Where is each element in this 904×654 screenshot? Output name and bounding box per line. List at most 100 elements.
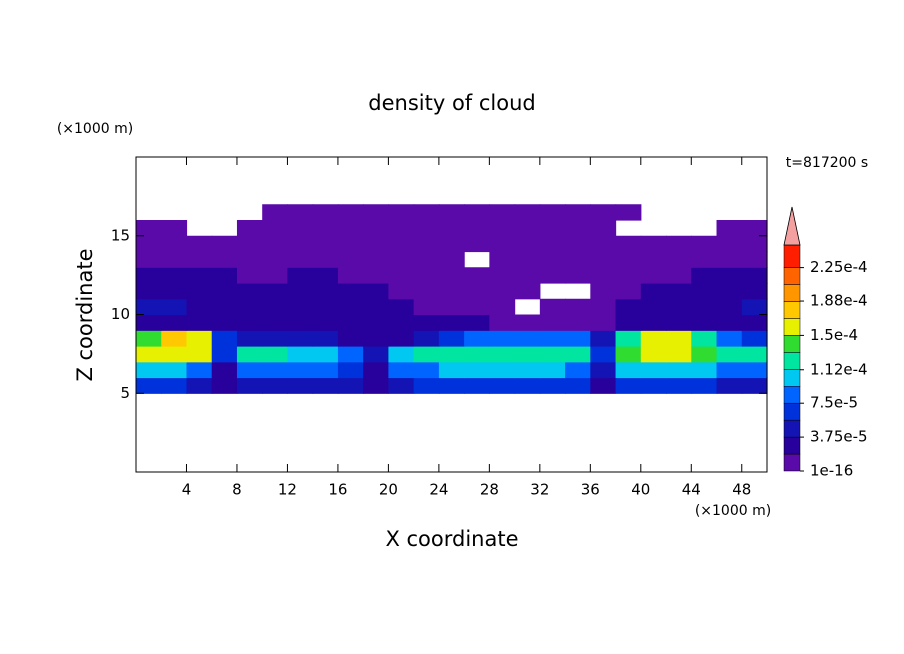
cell	[716, 235, 743, 253]
cell	[615, 204, 642, 221]
cell	[489, 283, 516, 300]
colorbar-band	[783, 284, 801, 302]
cell	[716, 220, 743, 237]
cell	[236, 298, 263, 316]
cell	[489, 330, 516, 347]
cell	[287, 235, 314, 253]
cell	[287, 361, 314, 379]
cell	[539, 235, 566, 253]
cell	[489, 377, 516, 394]
cell	[388, 314, 415, 331]
cell	[287, 346, 314, 363]
x-tick-label: 32	[530, 481, 549, 499]
cell	[615, 267, 642, 284]
cell	[186, 346, 213, 363]
cell	[136, 251, 162, 268]
cell	[388, 283, 415, 300]
cell	[691, 298, 718, 316]
cell	[438, 346, 465, 363]
cell	[337, 314, 364, 331]
cell	[640, 361, 667, 379]
cell	[186, 330, 213, 347]
cell	[590, 267, 617, 284]
cell	[640, 267, 667, 284]
cell	[514, 251, 541, 268]
cell	[716, 346, 743, 363]
cell	[438, 283, 465, 300]
cell	[186, 298, 213, 316]
cell	[590, 377, 617, 394]
cell	[691, 330, 718, 347]
cell	[691, 235, 718, 253]
cell	[489, 346, 516, 363]
cell	[590, 346, 617, 363]
x-tick-label: 28	[480, 481, 499, 499]
cell	[312, 361, 339, 379]
cell	[287, 314, 314, 331]
cell	[413, 361, 440, 379]
cell	[236, 314, 263, 331]
cell	[539, 204, 566, 221]
cell	[464, 267, 490, 284]
cell	[287, 220, 314, 237]
x-tick-label: 12	[278, 481, 297, 499]
cell	[438, 235, 465, 253]
cell	[136, 346, 162, 363]
cell	[464, 314, 490, 331]
cell	[161, 330, 188, 347]
cell	[161, 298, 188, 316]
cell	[489, 298, 516, 316]
cell	[312, 267, 339, 284]
cell	[666, 330, 692, 347]
cell	[413, 330, 440, 347]
cell	[363, 204, 389, 221]
y-tick-label: 5	[120, 384, 130, 402]
cell	[136, 361, 162, 379]
cell	[464, 346, 490, 363]
cell	[691, 283, 718, 300]
cell	[565, 267, 591, 284]
y-tick-label: 10	[111, 305, 130, 323]
cell	[691, 251, 718, 268]
cell	[438, 298, 465, 316]
cell	[211, 361, 238, 379]
cell	[312, 298, 339, 316]
cell	[489, 361, 516, 379]
x-tick-label: 40	[631, 481, 650, 499]
x-tick-label: 24	[429, 481, 448, 499]
cell	[337, 251, 364, 268]
cell	[413, 220, 440, 237]
x-unit: (×1000 m)	[695, 503, 771, 519]
cell	[363, 314, 389, 331]
cell	[186, 361, 213, 379]
cell	[716, 377, 743, 394]
cell	[186, 314, 213, 331]
cell	[741, 220, 768, 237]
cell	[262, 314, 289, 331]
cell	[741, 346, 768, 363]
cell	[716, 267, 743, 284]
cell	[438, 204, 465, 221]
cell	[716, 330, 743, 347]
cell	[716, 251, 743, 268]
cell	[262, 204, 289, 221]
cell	[615, 330, 642, 347]
cell	[211, 377, 238, 394]
cell	[716, 283, 743, 300]
cell	[464, 220, 490, 237]
cell	[590, 204, 617, 221]
cell	[640, 330, 667, 347]
colorbar-tick-label: 1.12e-4	[810, 360, 868, 378]
colorbar-band	[783, 369, 801, 387]
cell	[716, 361, 743, 379]
cell	[514, 283, 541, 300]
cell	[287, 377, 314, 394]
cell	[489, 251, 516, 268]
cell	[388, 330, 415, 347]
cell	[590, 330, 617, 347]
x-tick-label: 16	[328, 481, 347, 499]
cell	[615, 298, 642, 316]
cell	[615, 361, 642, 379]
cell	[691, 377, 718, 394]
cell	[640, 314, 667, 331]
